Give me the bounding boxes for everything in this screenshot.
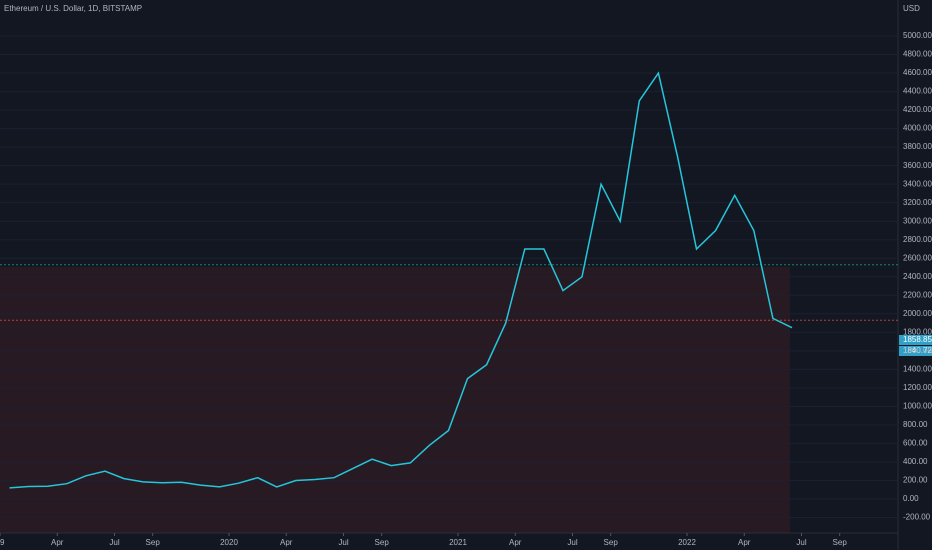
x-tick-label: 2020 — [220, 538, 238, 547]
y-tick-label: 1400.00 — [903, 364, 932, 373]
y-tick-label: 800.00 — [903, 420, 928, 429]
x-tick-label: Jul — [109, 538, 119, 547]
y-tick-label: 4400.00 — [903, 87, 932, 96]
chart-title: Ethereum / U.S. Dollar, 1D, BITSTAMP — [4, 4, 142, 13]
y-axis-label: USD — [903, 4, 920, 13]
y-tick-label: 4800.00 — [903, 50, 932, 59]
x-tick-label: 2021 — [449, 538, 467, 547]
y-tick-label: 3400.00 — [903, 179, 932, 188]
y-tick-label: 3800.00 — [903, 142, 932, 151]
x-tick-label: Apr — [509, 538, 522, 547]
shaded-zone — [0, 267, 790, 533]
y-tick-label: 1200.00 — [903, 383, 932, 392]
price-tag — [899, 335, 932, 345]
price-tag — [899, 346, 932, 356]
y-tick-label: 4600.00 — [903, 68, 932, 77]
x-tick-label: Apr — [280, 538, 293, 547]
price-label: 1840.72 — [903, 346, 932, 355]
y-tick-label: 400.00 — [903, 457, 928, 466]
x-tick-label: 2022 — [678, 538, 696, 547]
x-tick-label: 19 — [0, 538, 5, 547]
x-tick-label: Sep — [833, 538, 848, 547]
y-tick-label: 3200.00 — [903, 198, 932, 207]
y-tick-label: 1800.00 — [903, 327, 932, 336]
y-tick-label: 200.00 — [903, 476, 928, 485]
y-tick-label: 2000.00 — [903, 309, 932, 318]
y-tick-label: 600.00 — [903, 439, 928, 448]
y-tick-label: 2400.00 — [903, 272, 932, 281]
x-tick-label: Sep — [604, 538, 619, 547]
x-tick-label: Apr — [738, 538, 751, 547]
price-label: 1858.85 — [903, 335, 932, 344]
y-tick-label: 0.00 — [903, 494, 919, 503]
price-line-series — [9, 71, 793, 489]
x-tick-label: Jul — [796, 538, 806, 547]
y-tick-label: 3000.00 — [903, 216, 932, 225]
y-tick-label: -200.00 — [903, 513, 931, 522]
x-tick-label: Sep — [375, 538, 390, 547]
y-tick-label: 2200.00 — [903, 290, 932, 299]
x-tick-label: Sep — [146, 538, 161, 547]
y-tick-label: 4200.00 — [903, 105, 932, 114]
x-tick-label: Jul — [567, 538, 577, 547]
y-tick-label: 2800.00 — [903, 235, 932, 244]
y-tick-label: 3600.00 — [903, 161, 932, 170]
y-tick-label: 1600.00 — [903, 346, 932, 355]
y-tick-label: 5000.00 — [903, 31, 932, 40]
x-tick-label: Apr — [51, 538, 64, 547]
y-tick-label: 4000.00 — [903, 124, 932, 133]
x-tick-label: Jul — [338, 538, 348, 547]
y-tick-label: 1000.00 — [903, 401, 932, 410]
y-tick-label: 2600.00 — [903, 253, 932, 262]
